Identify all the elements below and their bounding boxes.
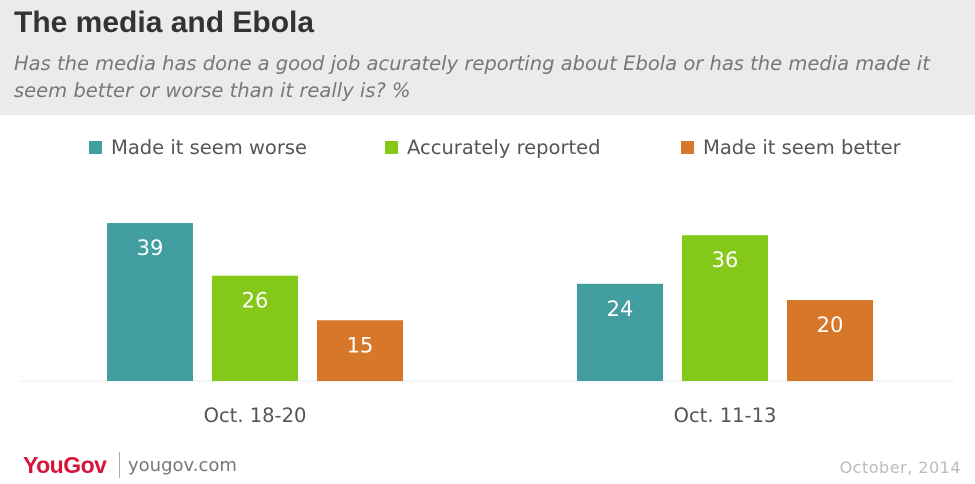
bar-worse-2 xyxy=(577,283,663,381)
data-label-accurate-1: 26 xyxy=(242,289,269,313)
data-label-accurate-2: 36 xyxy=(712,248,739,272)
legend-item-better: Made it seem better xyxy=(681,134,901,160)
bar-accurate-2 xyxy=(682,235,768,381)
chart-header: The media and Ebola Has the media has do… xyxy=(0,0,975,115)
legend-label-worse: Made it seem worse xyxy=(111,135,308,159)
chart-subtitle: Has the media has done a good job acurat… xyxy=(14,52,930,102)
legend-item-worse: Made it seem worse xyxy=(89,134,307,160)
legend-swatch-accurate xyxy=(385,140,398,154)
chart-legend: Made it seem worse Accurately reported M… xyxy=(0,134,975,160)
bar-better-2 xyxy=(787,300,873,381)
legend-item-accurate: Accurately reported xyxy=(385,134,601,160)
bar-worse-1 xyxy=(107,223,193,381)
category-label-1: Oct. 18-20 xyxy=(204,404,307,427)
footer-separator xyxy=(119,452,120,478)
data-label-better-1: 15 xyxy=(347,333,374,357)
footer-url: yougov.com xyxy=(128,455,237,476)
legend-label-accurate: Accurately reported xyxy=(407,135,601,159)
data-label-worse-2: 24 xyxy=(607,297,634,321)
data-label-better-2: 20 xyxy=(817,313,844,337)
legend-label-better: Made it seem better xyxy=(703,135,901,159)
legend-swatch-better xyxy=(681,140,694,154)
category-label-2: Oct. 11-13 xyxy=(674,404,777,427)
data-label-worse-1: 39 xyxy=(137,236,164,260)
bar-accurate-1 xyxy=(212,275,298,381)
footer-date: October, 2014 xyxy=(839,458,961,477)
bar-chart-plot: 39 26 15 Oct. 18-20 24 36 20 Oct. 11-13 xyxy=(20,223,955,427)
chart-title: The media and Ebola xyxy=(14,6,315,39)
yougov-logo: YouGov xyxy=(23,452,107,478)
bar-better-1 xyxy=(317,320,403,381)
legend-swatch-worse xyxy=(89,140,102,154)
